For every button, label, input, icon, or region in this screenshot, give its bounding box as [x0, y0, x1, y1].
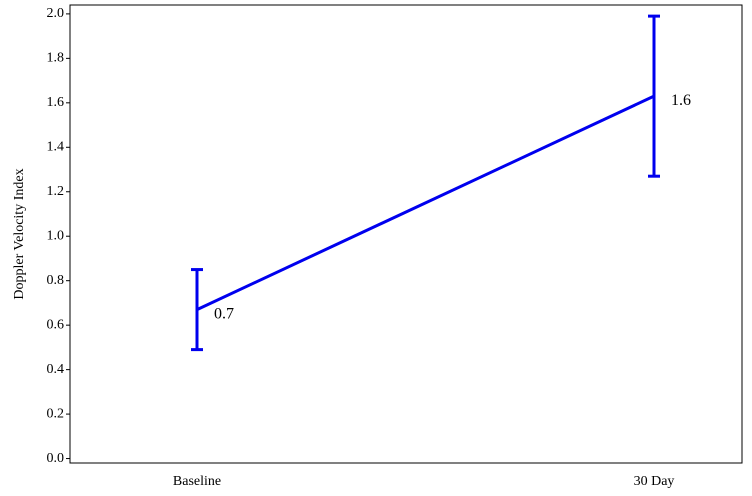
plot-frame: [69, 4, 743, 464]
y-tick-label: 1.4: [47, 140, 65, 155]
y-tick-label: 0.2: [47, 406, 65, 421]
y-tick-label: 1.0: [47, 228, 65, 243]
y-tick-label: 1.6: [47, 95, 65, 110]
y-tick-label: 2.0: [47, 6, 65, 21]
y-axis-label: Doppler Velocity Index: [12, 168, 27, 299]
error-bar: [191, 268, 203, 352]
x-tick-label: Baseline: [173, 474, 221, 489]
data-label: 0.7: [214, 305, 234, 322]
line: [196, 94, 655, 311]
y-tick-label: 0.0: [47, 451, 65, 466]
y-tick-label: 0.4: [47, 362, 65, 377]
x-tick-label: 30 Day: [634, 474, 675, 489]
data-label: 1.6: [671, 92, 691, 109]
y-tick-label: 0.6: [47, 317, 65, 332]
y-tick-label: 1.2: [47, 184, 65, 199]
error-bar: [648, 14, 660, 178]
y-tick-label: 0.8: [47, 273, 65, 288]
y-tick-label: 1.8: [47, 51, 65, 66]
